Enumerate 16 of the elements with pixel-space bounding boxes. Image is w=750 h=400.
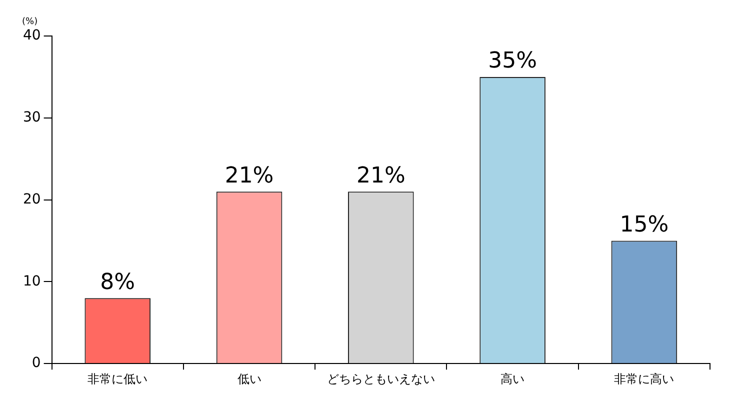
y-axis-title: (%) <box>22 16 38 27</box>
x-tick-label: 低い <box>237 372 262 386</box>
data-label: 8% <box>100 270 136 295</box>
data-label: 21% <box>356 163 406 188</box>
y-tick-label: 40 <box>22 28 41 44</box>
y-tick-label: 20 <box>22 191 41 208</box>
y-tick-label: 10 <box>22 273 41 290</box>
y-tick-label: 30 <box>22 110 41 126</box>
y-tick-label: 0 <box>32 355 41 372</box>
data-label: 15% <box>620 212 669 238</box>
x-tick-label: 高い <box>500 372 525 386</box>
data-label: 21% <box>224 163 274 188</box>
data-label: 35% <box>488 48 537 74</box>
x-tick-label: 非常に高い <box>614 372 674 386</box>
x-tick-label: どちらともいえない <box>326 372 435 386</box>
x-tick-label: 非常に低い <box>88 372 148 386</box>
